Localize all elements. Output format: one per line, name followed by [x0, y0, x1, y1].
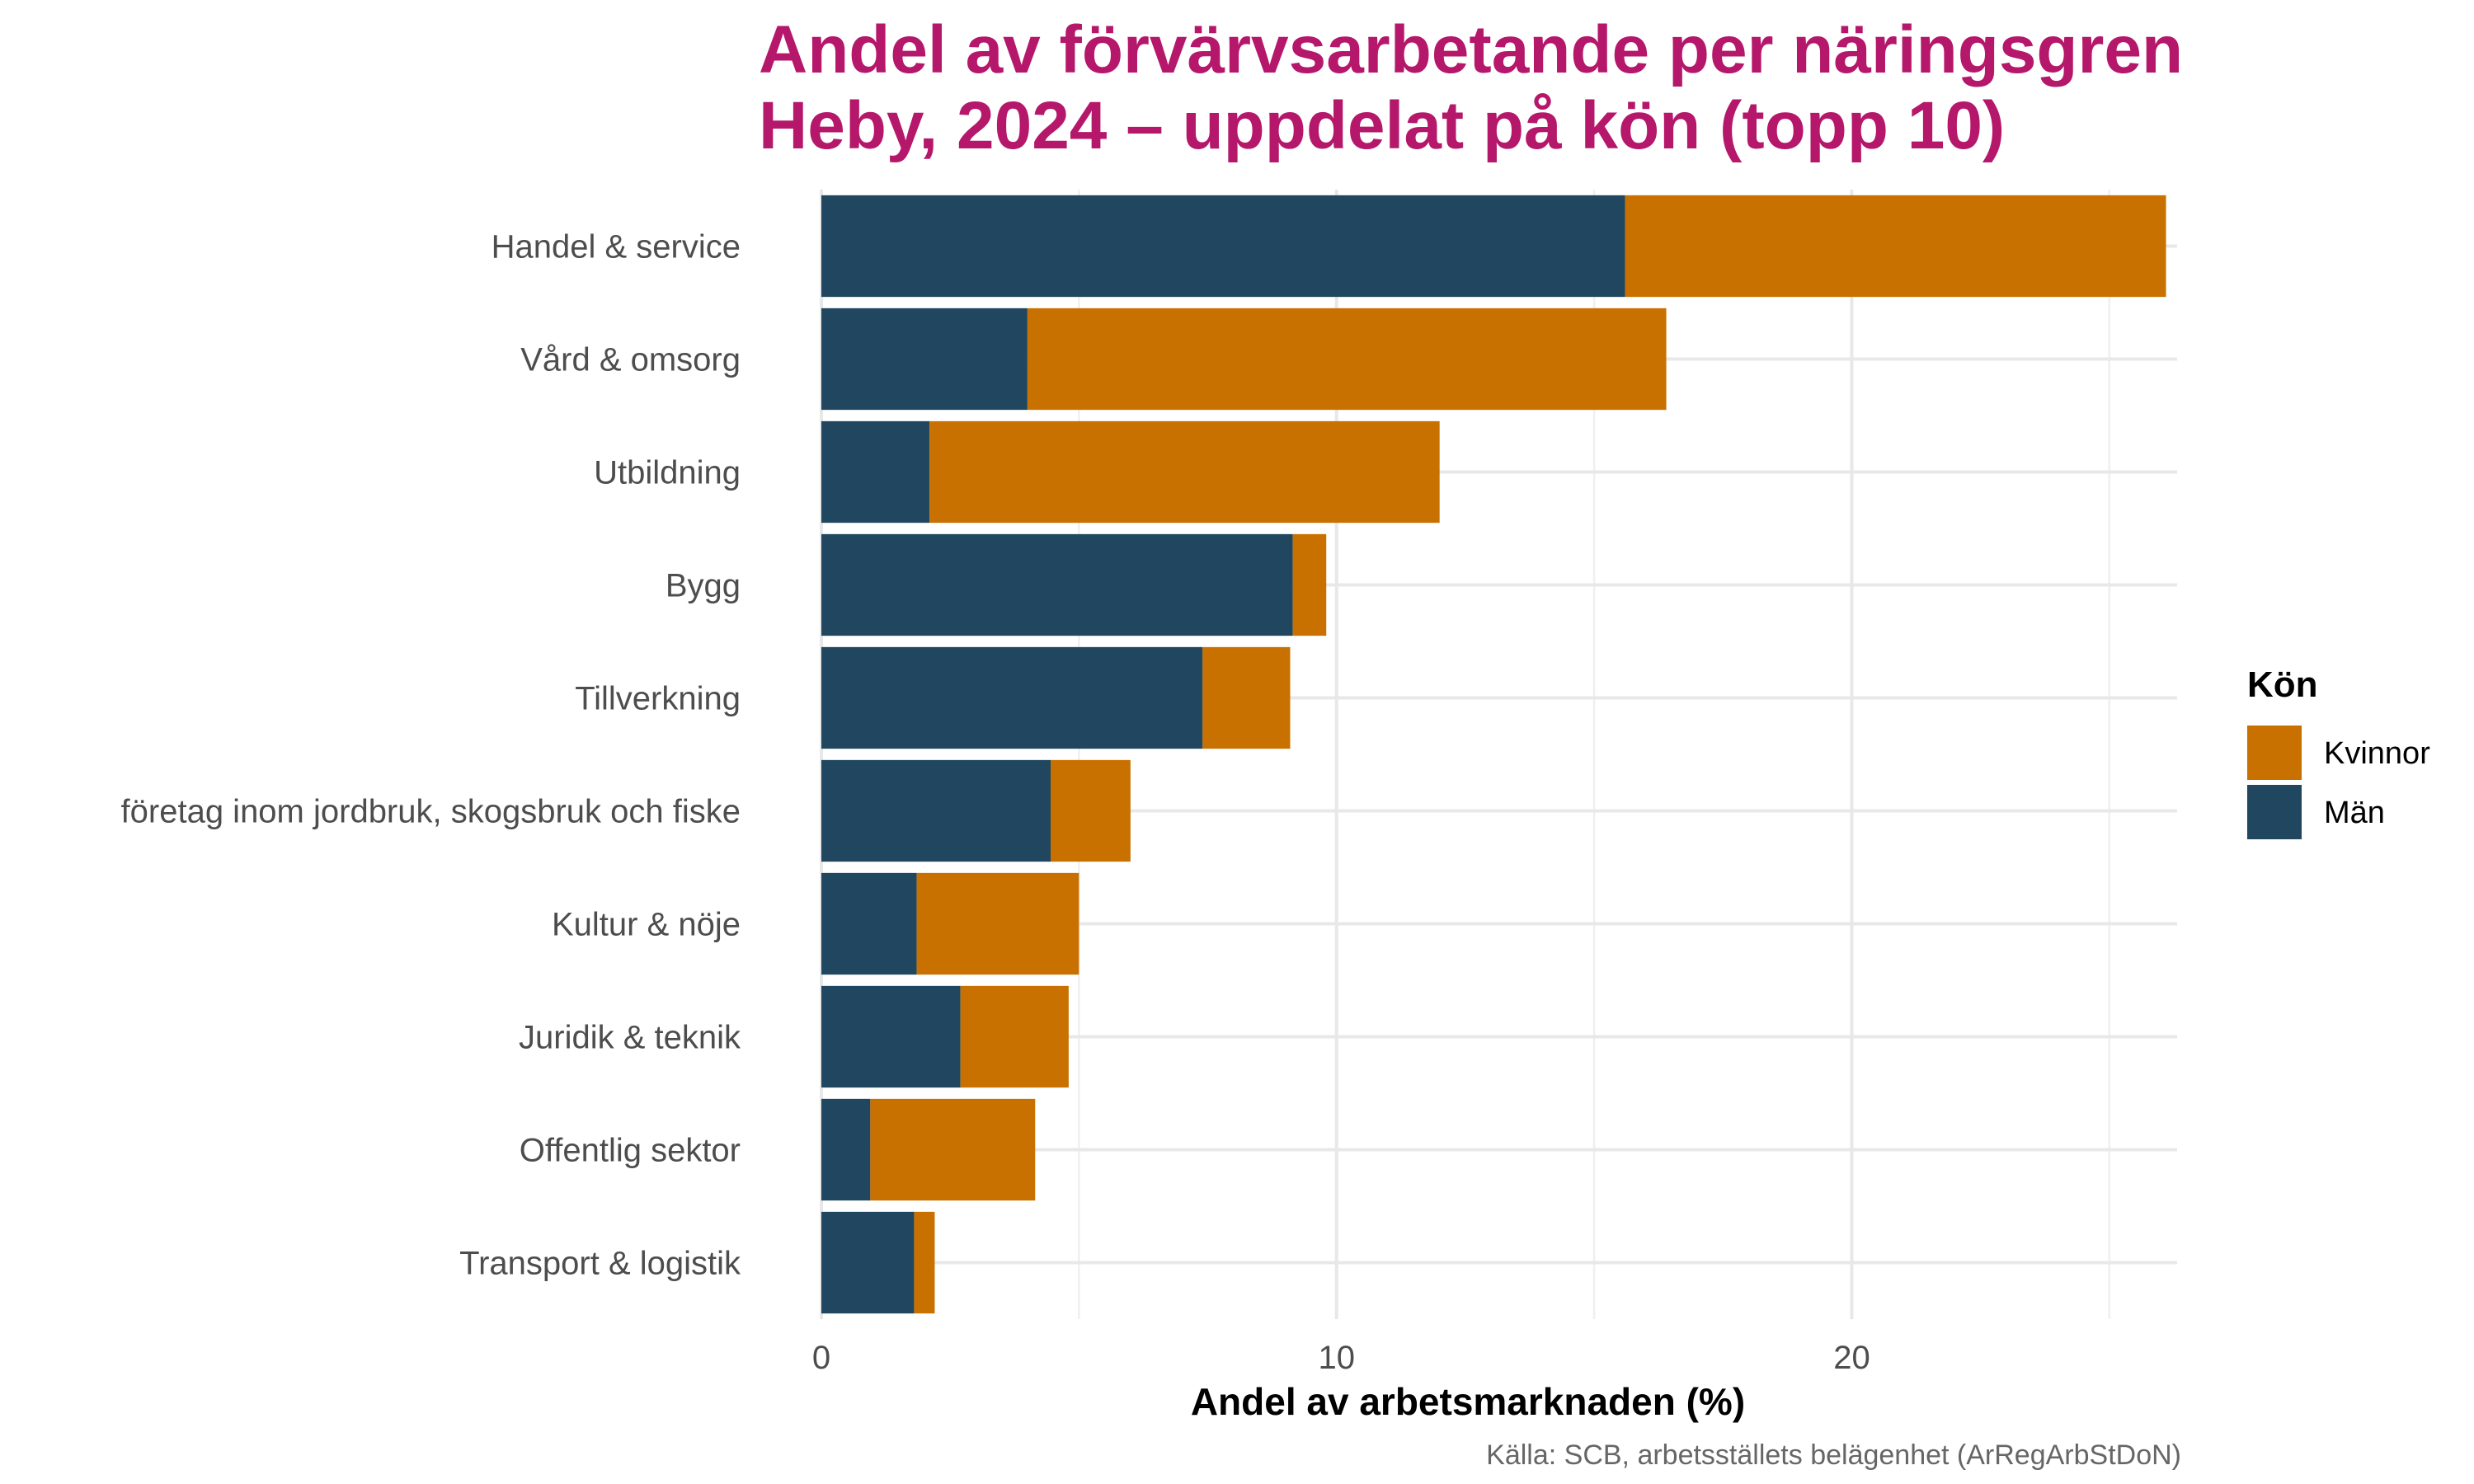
bar-kvinnor [1051, 759, 1131, 862]
y-tick-label: Kultur & nöje [552, 907, 741, 943]
bar-kvinnor [1292, 533, 1327, 636]
y-tick-label: Bygg [666, 568, 741, 604]
x-tick-label: 10 [1318, 1340, 1355, 1376]
bar-kvinnor [916, 872, 1079, 975]
bar-kvinnor [914, 1211, 935, 1314]
legend-label: Kvinnor [2324, 736, 2430, 771]
bar-kvinnor [870, 1098, 1036, 1201]
bar-man [821, 1211, 915, 1314]
y-axis-tick-labels: Handel & service Vård & omsorg Utbildning B… [121, 229, 741, 1282]
bar-kvinnor [1625, 195, 2166, 298]
y-tick-label: företag inom jordbruk, skogsbruk och fis… [121, 794, 741, 830]
y-tick-label: Utbildning [594, 455, 741, 491]
title-line-2: Heby, 2024 – uppdelat på kön (topp 10) [759, 88, 2005, 163]
legend-title: Kön [2247, 665, 2318, 705]
y-tick-label: Tillverkning [575, 681, 741, 717]
y-tick-label: Vård & omsorg [520, 342, 741, 378]
y-tick-label: Juridik & teknik [519, 1020, 741, 1056]
x-tick-label: 20 [1833, 1340, 1870, 1376]
bar-man [821, 985, 961, 1088]
bars [821, 195, 2166, 1314]
legend-swatch [2247, 785, 2302, 839]
x-axis-tick-labels: 0 10 20 [812, 1340, 1870, 1376]
bar-kvinnor [1202, 646, 1291, 749]
x-tick-label: 0 [812, 1340, 830, 1376]
bar-man [821, 308, 1028, 411]
chart-title: Andel av förvärvsarbetande per näringsgr… [759, 12, 2183, 163]
y-tick-label: Offentlig sektor [520, 1133, 741, 1169]
source-caption: Källa: SCB, arbetsställets belägenhet (A… [1486, 1439, 2181, 1471]
bar-man [821, 759, 1051, 862]
bar-kvinnor [929, 420, 1440, 524]
y-tick-label: Handel & service [492, 229, 741, 265]
bar-man [821, 533, 1293, 636]
bar-kvinnor [1027, 308, 1667, 411]
legend: Kön Kvinnor Män [2247, 665, 2430, 839]
bar-man [821, 195, 1625, 298]
bar-man [821, 872, 917, 975]
bar-man [821, 646, 1203, 749]
y-tick-label: Transport & logistik [459, 1246, 741, 1282]
title-line-1: Andel av förvärvsarbetande per näringsgr… [759, 12, 2183, 87]
bar-kvinnor [960, 985, 1069, 1088]
x-axis-label: Andel av arbetsmarknaden (%) [1191, 1380, 1745, 1423]
bar-man [821, 420, 930, 524]
bar-man [821, 1098, 871, 1201]
legend-swatch [2247, 726, 2302, 780]
legend-label: Män [2324, 796, 2385, 830]
